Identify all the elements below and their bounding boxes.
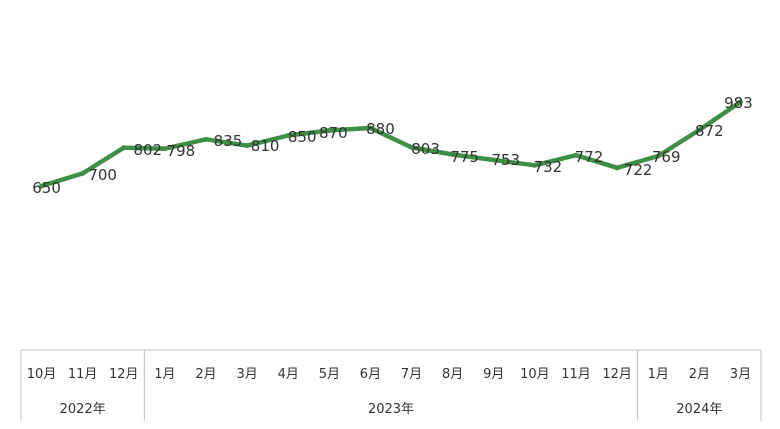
data-label: 700 [88,166,117,184]
data-label: 850 [288,128,317,146]
x-tick-label: 12月 [109,367,139,382]
data-label: 798 [167,142,196,160]
x-tick-label: 1月 [648,367,669,382]
year-group-label: 2024年 [676,402,722,417]
x-tick-label: 6月 [360,367,381,382]
data-label: 772 [575,148,604,166]
data-point [532,162,538,168]
x-tick-label: 9月 [483,367,504,382]
plot-area: 650 700 802 798 835 810 850 870 880 803 775 753 732 7… [32,94,753,197]
data-label: 835 [214,132,243,150]
data-label: 870 [319,124,348,142]
data-label: 753 [491,151,520,169]
data-point [80,170,86,176]
data-point [573,152,579,158]
x-tick-label: 2月 [195,367,216,382]
data-label: 880 [366,120,395,138]
category-axis: 10月 11月 12月 1月 2月 3月 4月 5月 6月 7月 8月 9月 10月 11月 12月 1月 2月… [20,349,762,421]
x-tick-label: 3月 [730,367,751,382]
x-tick-label: 8月 [442,367,463,382]
year-group-label: 2022年 [60,402,106,417]
data-point [162,146,168,152]
data-label: 983 [724,94,753,112]
data-point [285,133,291,139]
data-point [450,151,456,157]
x-tick-label: 4月 [278,367,299,382]
x-tick-label: 10月 [520,367,550,382]
data-point [655,153,661,159]
data-point [203,136,209,142]
x-tick-label: 5月 [319,367,340,382]
x-tick-label: 2月 [689,367,710,382]
data-label: 775 [450,148,479,166]
year-group-label: 2023年 [368,402,414,417]
data-point [244,143,250,149]
data-point [409,144,415,150]
data-point [367,125,373,131]
x-tick-label: 11月 [561,367,591,382]
data-point [491,157,497,163]
series-line [39,99,743,189]
x-tick-label: 7月 [401,367,422,382]
data-label: 722 [624,161,653,179]
data-point [121,145,127,151]
data-label: 810 [251,137,280,155]
data-label: 802 [133,141,162,159]
data-point [326,128,332,134]
data-label: 732 [534,158,563,176]
data-point [614,165,620,171]
data-label: 872 [695,122,724,140]
data-label: 769 [652,148,681,166]
data-label: 650 [32,179,61,197]
x-tick-label: 10月 [27,367,57,382]
x-tick-label: 3月 [236,367,257,382]
x-tick-label: 11月 [68,367,98,382]
x-tick-label: 1月 [154,367,175,382]
data-point [737,99,743,105]
x-tick-label: 12月 [602,367,632,382]
data-point [39,183,45,189]
data-point [696,127,702,133]
data-label: 803 [411,140,440,158]
